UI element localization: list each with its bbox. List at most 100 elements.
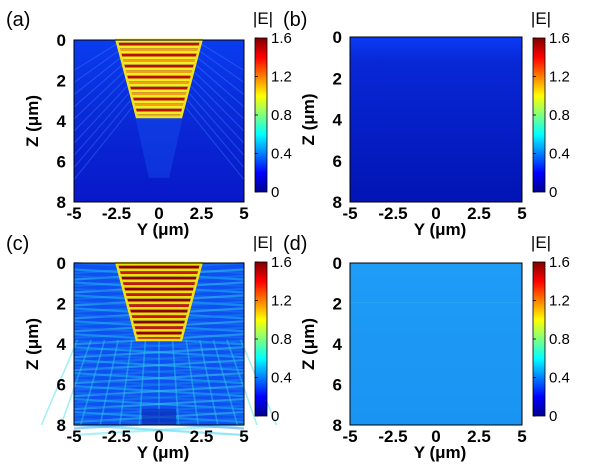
fringe-band	[132, 100, 186, 104]
fringe	[79, 339, 106, 426]
fringe-band	[125, 72, 193, 76]
fringe-band	[120, 56, 198, 60]
fringe	[73, 397, 245, 411]
fringe-band	[129, 312, 189, 316]
fringe	[73, 359, 245, 372]
colorbar-tick-label: 1.6	[271, 254, 292, 271]
fringe	[73, 391, 245, 404]
fringe-band	[124, 293, 194, 296]
fringe	[73, 391, 245, 404]
fringe-band	[120, 53, 198, 57]
panel-label: (c)	[6, 233, 29, 255]
colorbar-tick-label: 1.6	[271, 30, 292, 47]
fringe-band	[128, 306, 190, 310]
fringe	[73, 346, 245, 359]
fringe-band	[131, 94, 187, 98]
fringe-band	[133, 103, 185, 106]
fringe-band	[122, 61, 196, 65]
fringe-band	[121, 59, 197, 62]
fringe-band	[131, 97, 187, 101]
fringe-band	[129, 89, 189, 93]
colorbar-tick-label: 0.8	[549, 331, 570, 348]
x-tick-label: 0	[431, 427, 440, 446]
colorbar-title: |E|	[531, 233, 551, 252]
plot-frame	[73, 39, 245, 203]
colorbar-tick-label: 1.2	[549, 69, 570, 86]
waveguide-trapezoid	[114, 261, 204, 342]
fringe	[73, 372, 245, 385]
low-field-region	[142, 408, 176, 425]
fringe	[73, 385, 245, 398]
fringe	[73, 378, 245, 391]
fringe	[73, 365, 245, 378]
fringe	[185, 339, 199, 426]
y-tick-label: 2	[333, 69, 342, 88]
y-tick-label: 0	[333, 28, 342, 47]
fringe-band	[131, 320, 187, 324]
fringe	[73, 397, 245, 411]
fringe-band	[133, 326, 185, 329]
y-tick-label: 4	[57, 112, 67, 131]
fringe-band	[120, 279, 198, 283]
colorbar-tick-label: 0	[271, 184, 279, 201]
ray	[73, 86, 128, 144]
x-axis-label: Y (μm)	[137, 443, 190, 462]
ray	[73, 50, 119, 83]
ray	[73, 100, 131, 168]
fringe-band	[117, 45, 201, 49]
y-tick-label: 6	[57, 153, 66, 172]
ray	[189, 93, 245, 156]
colorbar-tick-label: 0.8	[549, 107, 570, 124]
fringe-band	[135, 111, 183, 115]
colorbar-tick-label: 0.4	[271, 370, 292, 387]
y-tick-label: 8	[333, 416, 342, 435]
x-tick-label: -2.5	[378, 427, 407, 446]
colorbar-tick-label: 0.4	[549, 146, 570, 163]
fringe-band	[122, 284, 196, 288]
ray	[199, 50, 245, 83]
fringe	[60, 339, 92, 426]
x-tick-label: -5	[66, 204, 81, 223]
field-map	[350, 263, 522, 425]
y-tick-label: 8	[333, 193, 342, 212]
fringe-band	[123, 67, 195, 71]
fringe-band	[119, 273, 199, 277]
fringe-band	[135, 334, 183, 338]
fringe	[226, 339, 258, 426]
fringe-band	[123, 290, 195, 294]
y-tick-label: 0	[57, 31, 66, 50]
colorbar-tick-label: 0.8	[271, 331, 292, 348]
x-tick-label: 0	[154, 204, 163, 223]
fringe	[73, 346, 245, 359]
fringe-band	[126, 78, 192, 82]
ray	[73, 72, 124, 120]
x-axis-label: Y (μm)	[137, 220, 190, 239]
x-tick-label: -5	[342, 204, 357, 223]
fringe-band	[128, 83, 190, 87]
y-axis-label: Z (μm)	[23, 318, 42, 370]
fringe	[73, 385, 245, 398]
fringe-band	[130, 315, 188, 318]
fringe-band	[134, 108, 184, 112]
ray	[185, 107, 245, 181]
x-tick-label: -2.5	[378, 204, 407, 223]
fringe	[212, 339, 239, 426]
fringe-band	[127, 81, 191, 84]
x-tick-label: 5	[517, 427, 526, 446]
fringe-band	[131, 317, 187, 321]
ray	[73, 57, 121, 96]
fringe	[40, 339, 79, 426]
colorbar-tick-label: 0	[271, 408, 279, 425]
fringe-band	[118, 271, 200, 274]
y-axis-label: Z (μm)	[23, 95, 42, 147]
fringe-band	[125, 75, 193, 79]
x-tick-label: 5	[239, 204, 248, 223]
fringe	[73, 423, 245, 437]
ray	[73, 43, 117, 71]
fringe	[73, 372, 245, 385]
x-tick-label: 2.5	[467, 204, 491, 223]
fringe-band	[117, 268, 201, 272]
fringe-band	[125, 295, 193, 299]
